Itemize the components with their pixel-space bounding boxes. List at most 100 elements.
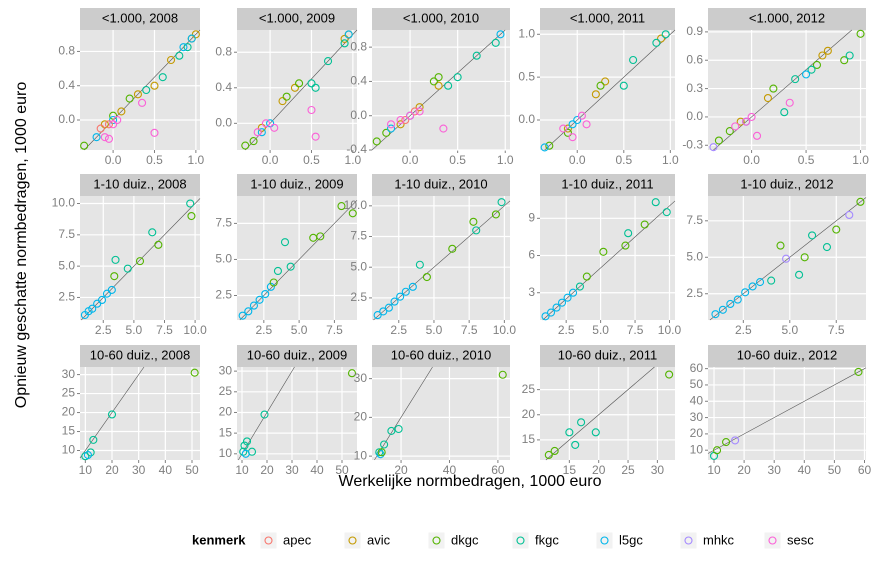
point	[387, 426, 396, 435]
point	[104, 134, 114, 143]
point	[290, 83, 299, 92]
panel-background	[80, 30, 200, 150]
x-tick-label: 0.5	[303, 153, 320, 167]
x-tick-label: 0.5	[615, 153, 632, 167]
point	[550, 446, 559, 456]
point	[295, 79, 304, 88]
y-tick-label: 2.5	[686, 286, 703, 300]
point	[712, 446, 722, 455]
y-tick-label: 3	[528, 285, 535, 299]
point	[255, 295, 264, 304]
legend-symbol	[768, 536, 777, 545]
point	[856, 29, 865, 38]
strip	[540, 8, 675, 30]
strip	[80, 345, 200, 367]
strip-title: <1.000, 2011	[570, 10, 645, 25]
legend-label: apec	[283, 532, 312, 547]
y-tick-label: -0.3	[682, 137, 703, 151]
x-tick-label: 20	[105, 463, 119, 477]
point	[117, 107, 126, 116]
x-tick-label: 30	[768, 463, 782, 477]
point	[86, 448, 95, 457]
point	[280, 238, 290, 247]
point	[190, 368, 199, 377]
point	[629, 55, 638, 65]
strip-title: <1.000, 2008	[102, 10, 178, 25]
x-tick-label: 0.0	[569, 153, 586, 167]
point	[241, 449, 250, 458]
y-tick-label: 0.8	[58, 44, 75, 58]
point	[83, 451, 93, 460]
y-tick-label: 2.5	[350, 290, 367, 304]
point	[401, 287, 410, 296]
x-tick-label: 50	[335, 463, 349, 477]
strip-title: 1-10 duiz., 2009	[250, 176, 343, 191]
x-tick-label: 20	[260, 463, 274, 477]
y-tick-label: 7.5	[686, 213, 703, 227]
x-tick-label: 2.5	[255, 323, 272, 337]
point	[444, 81, 453, 90]
x-tick-label: 0.5	[449, 153, 466, 167]
point	[845, 210, 854, 220]
point	[763, 93, 772, 103]
strip-title: 10-60 duiz., 2008	[90, 347, 190, 362]
point	[472, 51, 481, 60]
y-tick-label: 5.0	[215, 252, 232, 266]
strip	[540, 174, 675, 196]
y-tick-label: 7.5	[58, 227, 75, 241]
x-tick-label: 60	[491, 463, 505, 477]
point	[472, 226, 481, 235]
y-tick-label: 15	[219, 425, 233, 439]
y-tick-label: 50	[690, 377, 704, 391]
point	[498, 370, 507, 379]
point	[808, 231, 817, 240]
x-tick-label: 10.0	[183, 323, 207, 337]
point	[282, 92, 291, 101]
point	[577, 418, 586, 427]
point	[266, 282, 275, 291]
point	[273, 266, 282, 276]
point	[591, 90, 600, 99]
point	[380, 440, 389, 449]
point	[104, 120, 114, 129]
point	[439, 124, 448, 133]
point	[307, 105, 316, 115]
y-tick-label: 20	[219, 405, 233, 419]
point	[573, 115, 582, 125]
point	[340, 34, 349, 43]
strip	[237, 345, 357, 367]
strip-title: 10-60 duiz., 2009	[247, 347, 347, 362]
point	[469, 217, 478, 226]
legend-label: fkgc	[535, 532, 559, 547]
point	[577, 111, 586, 120]
x-tick-label: 20	[737, 463, 751, 477]
point	[714, 136, 723, 145]
x-tick-label: 5.0	[291, 323, 308, 337]
point	[125, 94, 134, 103]
x-tick-label: 10	[79, 463, 93, 477]
point	[175, 51, 184, 60]
y-tick-label: 0.0	[686, 109, 703, 123]
strip-title: <1.000, 2009	[259, 10, 335, 25]
point	[253, 128, 262, 137]
point	[241, 141, 250, 150]
legend-symbol	[432, 536, 441, 545]
panel-background	[540, 196, 675, 320]
y-tick-label: 25	[522, 382, 536, 396]
point	[845, 51, 854, 60]
legend-label: dkgc	[451, 532, 479, 547]
point	[453, 73, 462, 82]
y-tick-label: 5.0	[58, 258, 75, 272]
point	[568, 133, 577, 142]
panel-background	[540, 30, 675, 150]
y-tick-label: 6	[528, 248, 535, 262]
point	[415, 107, 424, 116]
point	[747, 112, 756, 121]
point	[563, 124, 572, 133]
x-tick-label: 30	[285, 463, 299, 477]
x-tick-label: 7.5	[828, 323, 845, 337]
point	[856, 197, 865, 206]
x-tick-label: 50	[828, 463, 842, 477]
point	[373, 311, 382, 320]
